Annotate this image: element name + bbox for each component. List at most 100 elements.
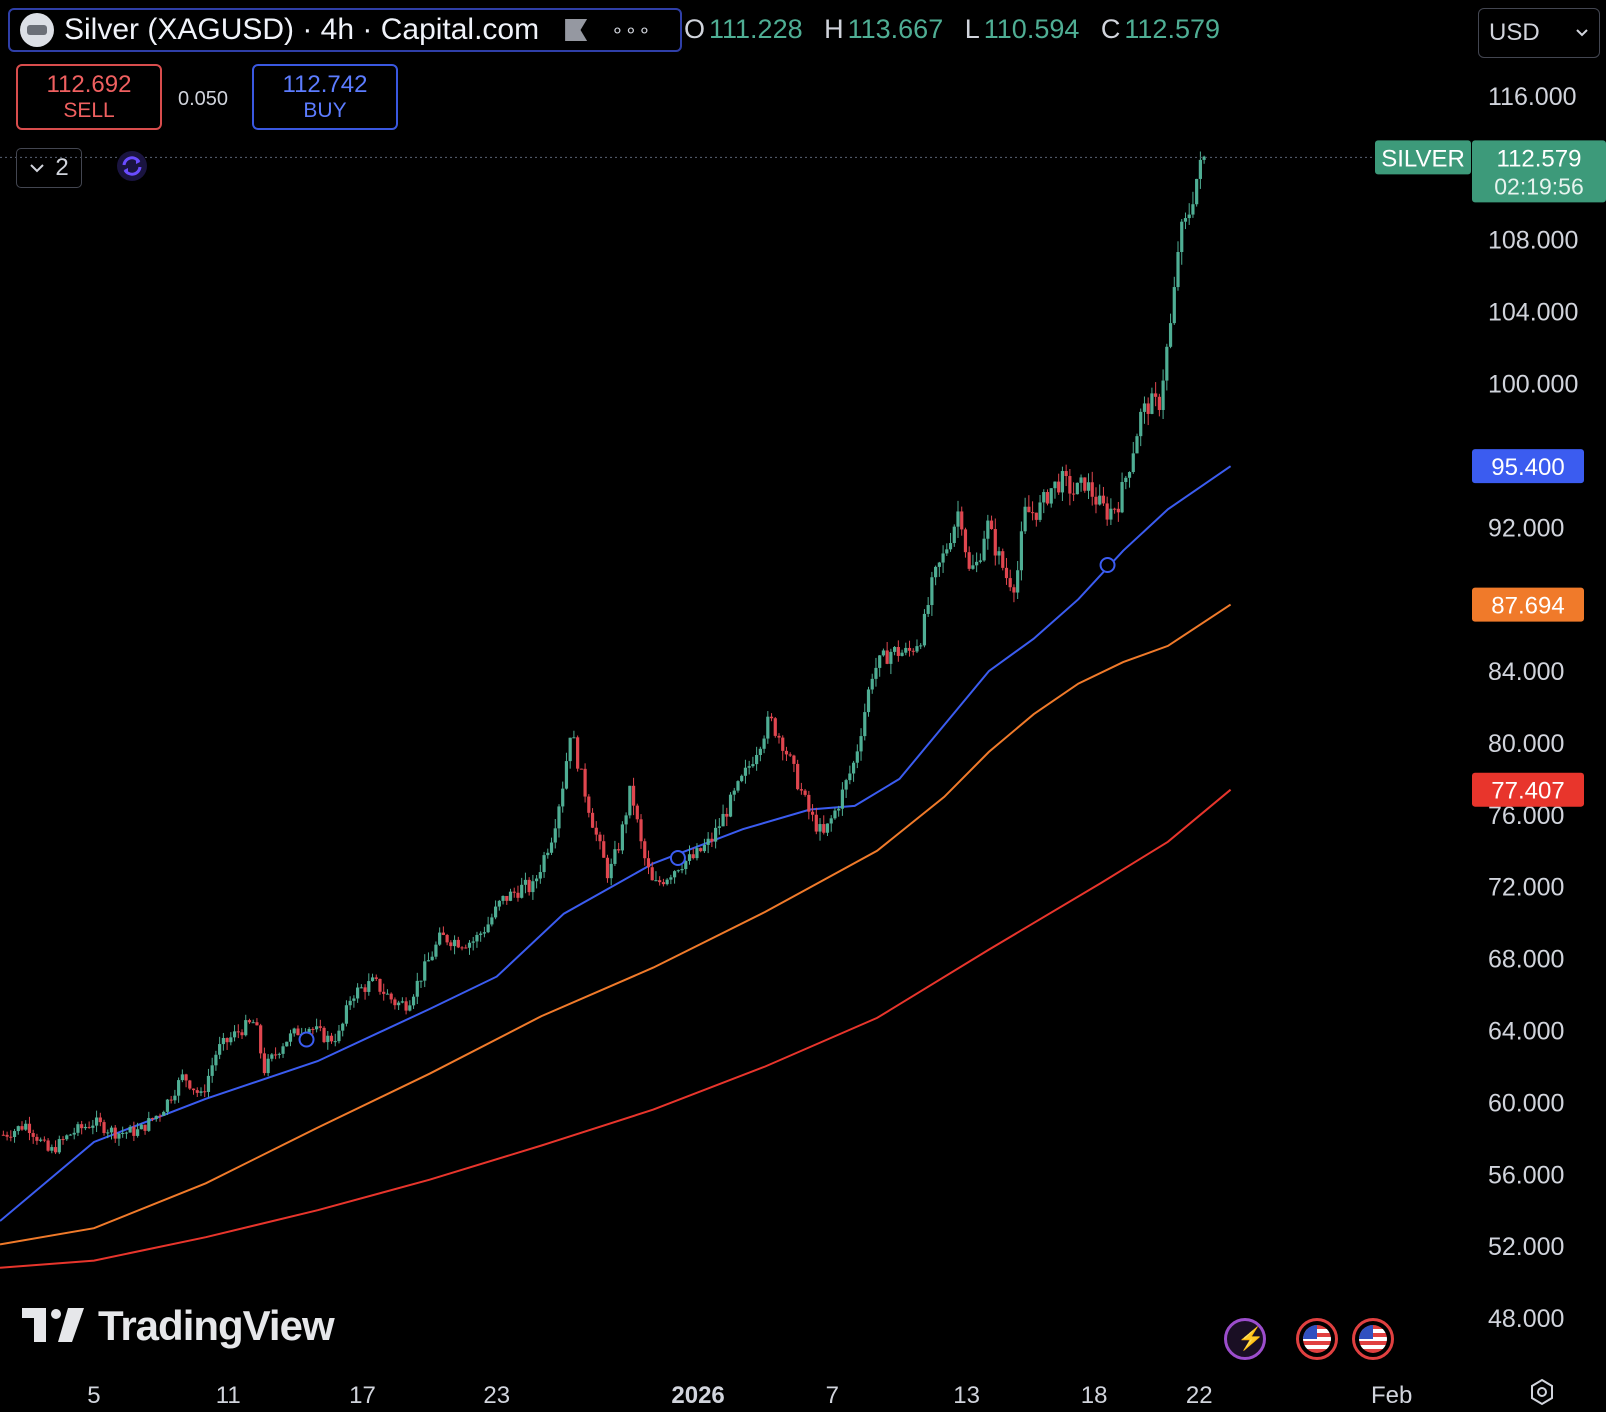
candle[interactable]: [531, 874, 535, 900]
candle[interactable]: [810, 804, 815, 822]
candle[interactable]: [113, 1124, 117, 1143]
candle[interactable]: [46, 1138, 50, 1152]
candle[interactable]: [833, 807, 837, 820]
candle[interactable]: [1068, 468, 1072, 506]
candle[interactable]: [1172, 276, 1176, 325]
candle[interactable]: [561, 781, 565, 813]
candle[interactable]: [1094, 487, 1098, 514]
candle[interactable]: [874, 657, 878, 687]
candle[interactable]: [341, 1022, 345, 1037]
candle[interactable]: [1150, 387, 1154, 415]
settings-icon[interactable]: [1528, 1378, 1556, 1406]
candle[interactable]: [367, 973, 371, 996]
candle[interactable]: [5, 1131, 9, 1141]
candle[interactable]: [893, 645, 897, 656]
candle[interactable]: [527, 877, 531, 896]
candle[interactable]: [825, 823, 830, 837]
candle[interactable]: [549, 837, 554, 856]
candle[interactable]: [1157, 393, 1161, 417]
candle[interactable]: [829, 815, 833, 832]
candle[interactable]: [370, 973, 375, 982]
candle[interactable]: [68, 1133, 73, 1136]
candle[interactable]: [471, 936, 475, 951]
candle[interactable]: [781, 735, 785, 761]
candle[interactable]: [766, 711, 770, 744]
candle[interactable]: [236, 1024, 240, 1039]
candle[interactable]: [177, 1077, 181, 1103]
candle[interactable]: [736, 780, 740, 793]
candle[interactable]: [1042, 489, 1046, 514]
candle[interactable]: [203, 1084, 207, 1098]
candle[interactable]: [1165, 343, 1169, 391]
candle[interactable]: [456, 936, 460, 949]
candle[interactable]: [180, 1069, 184, 1083]
candle[interactable]: [1131, 441, 1135, 474]
candle[interactable]: [486, 916, 490, 934]
candle[interactable]: [885, 642, 889, 665]
candle[interactable]: [598, 831, 602, 850]
candle[interactable]: [1113, 507, 1117, 514]
candle[interactable]: [1202, 155, 1206, 164]
candle[interactable]: [102, 1119, 106, 1136]
candle[interactable]: [1019, 521, 1023, 581]
candle[interactable]: [866, 686, 871, 717]
candle[interactable]: [799, 782, 803, 795]
candle[interactable]: [934, 565, 938, 586]
candle[interactable]: [728, 792, 733, 818]
candle[interactable]: [247, 1018, 252, 1024]
candle[interactable]: [840, 782, 844, 816]
candle[interactable]: [579, 768, 583, 770]
candle[interactable]: [568, 737, 572, 769]
event-marker[interactable]: [669, 849, 686, 866]
candle[interactable]: [1168, 313, 1173, 349]
candle[interactable]: [594, 821, 598, 842]
candle[interactable]: [16, 1125, 20, 1135]
candle[interactable]: [658, 876, 662, 886]
candle[interactable]: [83, 1123, 87, 1131]
candle[interactable]: [20, 1121, 24, 1131]
candle[interactable]: [1, 1130, 5, 1136]
candle[interactable]: [106, 1129, 110, 1139]
candle[interactable]: [1079, 474, 1083, 492]
candle[interactable]: [702, 838, 707, 853]
candle[interactable]: [61, 1136, 65, 1145]
candle[interactable]: [851, 760, 856, 782]
candle[interactable]: [285, 1041, 289, 1047]
candle[interactable]: [266, 1054, 270, 1077]
candle[interactable]: [288, 1029, 293, 1047]
candle[interactable]: [993, 518, 997, 566]
candle[interactable]: [98, 1112, 102, 1127]
candle[interactable]: [173, 1089, 177, 1104]
candle[interactable]: [1187, 203, 1191, 225]
candle[interactable]: [691, 848, 695, 860]
candle[interactable]: [150, 1117, 155, 1122]
candle[interactable]: [814, 807, 818, 835]
candle[interactable]: [986, 514, 990, 550]
candle[interactable]: [318, 1019, 322, 1032]
candle[interactable]: [255, 1018, 259, 1026]
candle[interactable]: [639, 814, 643, 849]
candle[interactable]: [352, 995, 356, 1008]
candle[interactable]: [1161, 369, 1165, 420]
candle[interactable]: [956, 500, 960, 538]
candle[interactable]: [218, 1036, 222, 1060]
candle[interactable]: [31, 1129, 35, 1144]
candle[interactable]: [281, 1043, 285, 1058]
candle[interactable]: [408, 1000, 412, 1012]
candle[interactable]: [143, 1124, 147, 1135]
candle[interactable]: [613, 840, 617, 867]
candle[interactable]: [881, 648, 886, 657]
candle[interactable]: [747, 760, 751, 775]
candle[interactable]: [635, 803, 639, 823]
candle[interactable]: [751, 756, 755, 768]
candle[interactable]: [497, 899, 501, 911]
candle[interactable]: [348, 996, 352, 1010]
candle[interactable]: [807, 790, 811, 820]
candle[interactable]: [1053, 481, 1057, 499]
candle[interactable]: [1045, 489, 1050, 506]
candle[interactable]: [382, 983, 386, 1001]
candle[interactable]: [136, 1122, 140, 1138]
candle[interactable]: [699, 847, 703, 853]
candle[interactable]: [605, 854, 610, 883]
candle[interactable]: [452, 935, 457, 955]
